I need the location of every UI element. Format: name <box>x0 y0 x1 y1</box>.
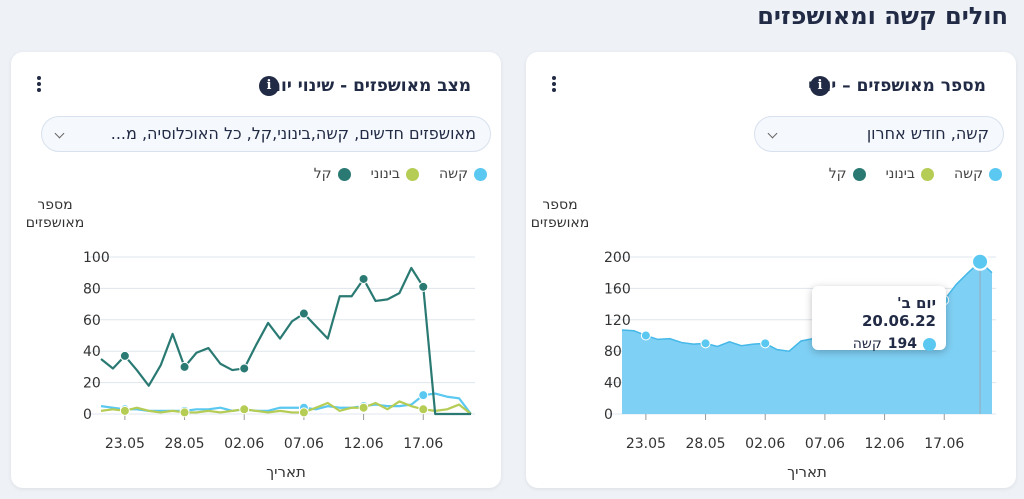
data-point <box>239 404 250 415</box>
y-tick-label: 20 <box>83 376 101 392</box>
data-point <box>418 281 429 292</box>
data-point <box>298 308 309 319</box>
legend-label: בינוני <box>885 166 915 182</box>
y-tick-label: 160 <box>604 281 631 297</box>
y-tick-label: 0 <box>83 407 92 423</box>
filter-select-value: מאושפזים חדשים, קשה,בינוני,קל, כל האוכלו… <box>110 124 476 143</box>
daily-change-chart: 0 20 40 60 80 100 23.05 28.05 02.06 07.06 12.06 17.… <box>26 197 475 481</box>
chart-tooltip: יום ב' 20.06.22 194 קשה <box>812 286 946 352</box>
legend-dot-icon <box>852 167 866 181</box>
legend-dot-icon <box>921 167 934 181</box>
x-tick-label: 12.06 <box>344 436 384 452</box>
data-point <box>418 390 429 401</box>
x-tick-label: 28.05 <box>686 436 726 452</box>
x-axis-label: תאריך <box>787 463 827 481</box>
legend-item-mild[interactable]: קל <box>829 166 866 182</box>
x-tick-label: 28.05 <box>165 436 205 452</box>
x-tick-label: 23.05 <box>626 436 666 452</box>
y-tick-label: 60 <box>83 313 101 329</box>
legend-label: בינוני <box>370 166 400 182</box>
tooltip-date: יום ב' 20.06.22 <box>861 294 936 330</box>
data-point <box>239 363 250 374</box>
x-tick-label: 02.06 <box>745 436 785 452</box>
y-tick-label: 0 <box>604 407 613 423</box>
series-area <box>622 261 992 414</box>
legend-label: קשה <box>439 166 468 182</box>
data-point <box>179 361 190 372</box>
daily-hospitalized-card: מספר מאושפזים – יומי i קשה, חודש אחרון ק… <box>526 52 1016 488</box>
y-tick-label: 40 <box>83 344 101 360</box>
card-title: מצב מאושפזים - שינוי יומי <box>263 76 471 96</box>
y-tick-label: 80 <box>83 281 101 297</box>
y-tick-label: 120 <box>604 313 631 329</box>
y-tick-label: 100 <box>83 250 110 266</box>
filter-select[interactable]: קשה, חודש אחרון <box>754 116 1004 152</box>
page-title: חולים קשה ומאושפזים <box>757 2 1008 30</box>
x-tick-label: 02.06 <box>224 436 264 452</box>
legend-label: קל <box>313 166 332 182</box>
y-axis-label-line: מספר <box>542 197 577 213</box>
info-icon[interactable]: i <box>259 76 279 96</box>
tooltip-dot-icon <box>923 337 936 351</box>
legend: קשה בינוני קל <box>314 166 487 182</box>
y-tick-label: 40 <box>604 376 622 392</box>
legend-item-moderate[interactable]: בינוני <box>886 166 934 182</box>
info-icon[interactable]: i <box>810 76 830 96</box>
data-point <box>119 350 130 361</box>
data-point <box>418 404 429 415</box>
legend-dot-icon <box>474 167 487 181</box>
legend-dot-icon <box>337 167 351 181</box>
kebab-menu-icon[interactable] <box>35 74 43 94</box>
data-point <box>640 330 651 341</box>
kebab-menu-icon[interactable] <box>550 74 558 94</box>
legend-item-moderate[interactable]: בינוני <box>371 166 419 182</box>
data-point <box>179 407 190 418</box>
y-axis-label-line: מאושפזים <box>531 215 590 231</box>
y-axis-label-line: מספר <box>37 197 72 213</box>
hover-point <box>971 252 990 271</box>
data-point <box>358 402 369 413</box>
x-tick-label: 12.06 <box>865 436 905 452</box>
series-line <box>100 266 471 416</box>
legend-item-mild[interactable]: קל <box>314 166 351 182</box>
x-tick-label: 07.06 <box>805 436 845 452</box>
legend-dot-icon <box>406 167 419 181</box>
legend-label: קשה <box>954 166 983 182</box>
data-point <box>700 338 711 349</box>
legend-item-severe[interactable]: קשה <box>954 166 1002 182</box>
x-tick-label: 23.05 <box>105 436 145 452</box>
tooltip-row: 194 קשה <box>822 336 936 352</box>
filter-select[interactable]: מאושפזים חדשים, קשה,בינוני,קל, כל האוכלו… <box>41 116 491 152</box>
tooltip-value: 194 <box>887 336 917 352</box>
y-tick-label: 80 <box>604 344 622 360</box>
legend-label: קל <box>828 166 847 182</box>
data-point <box>298 407 309 418</box>
filter-select-value: קשה, חודש אחרון <box>866 124 989 143</box>
legend-dot-icon <box>989 167 1002 181</box>
x-tick-label: 17.06 <box>403 436 443 452</box>
card-title: מספר מאושפזים – יומי <box>808 76 986 96</box>
data-point <box>119 405 130 416</box>
x-tick-label: 07.06 <box>284 436 324 452</box>
legend-item-severe[interactable]: קשה <box>439 166 487 182</box>
data-point <box>358 273 369 284</box>
tooltip-series: קשה <box>852 336 882 352</box>
daily-hospitalized-chart: 0 40 80 120 160 200 23.05 28.05 02.06 07.06 12.06 1… <box>531 197 996 481</box>
series-line <box>100 400 472 415</box>
y-axis-label-line: מאושפזים <box>26 215 85 231</box>
legend: קשה בינוני קל <box>829 166 1002 182</box>
y-tick-label: 200 <box>604 250 631 266</box>
x-tick-label: 17.06 <box>924 436 964 452</box>
data-point <box>760 338 771 349</box>
x-axis-label: תאריך <box>266 463 306 481</box>
daily-change-card: מצב מאושפזים - שינוי יומי i מאושפזים חדש… <box>11 52 501 488</box>
